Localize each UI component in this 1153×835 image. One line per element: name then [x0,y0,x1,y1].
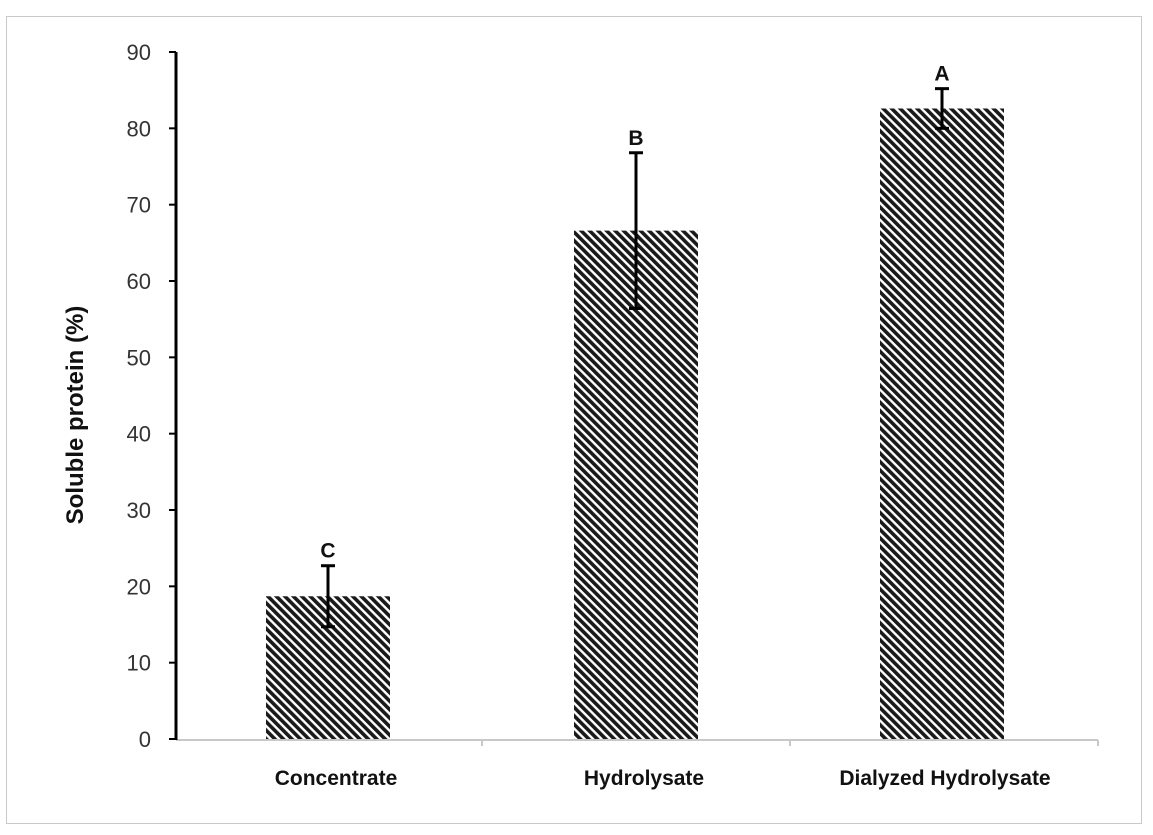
significance-labels: C B A [320,63,949,563]
x-category-label: Concentrate [275,767,398,790]
axes [174,52,1099,746]
significance-label: C [320,540,335,563]
y-tick-label: 40 [127,422,151,447]
y-tick-label: 80 [127,116,151,141]
x-category-label: Hydrolysate [584,767,704,790]
y-tick-label: 90 [127,40,151,65]
x-category-label: Dialyzed Hydrolysate [839,767,1050,790]
y-axis-ticks: 0 10 20 30 40 50 60 70 80 90 [127,40,176,752]
bar [574,230,698,739]
y-axis-title: Soluble protein (%) [62,306,89,525]
y-tick-label: 10 [127,651,151,676]
significance-label: A [934,63,949,86]
y-tick-label: 60 [127,269,151,294]
y-tick-label: 50 [127,345,151,370]
x-axis-categories: Concentrate Hydrolysate Dialyzed Hydrolysa… [275,767,1051,790]
y-tick-label: 20 [127,574,151,599]
error-bars [321,87,949,629]
bar [880,108,1004,739]
y-tick-label: 30 [127,498,151,523]
y-tick-label: 70 [127,193,151,218]
y-tick-label: 0 [139,727,151,752]
significance-label: B [628,127,643,150]
bars [266,108,1004,739]
